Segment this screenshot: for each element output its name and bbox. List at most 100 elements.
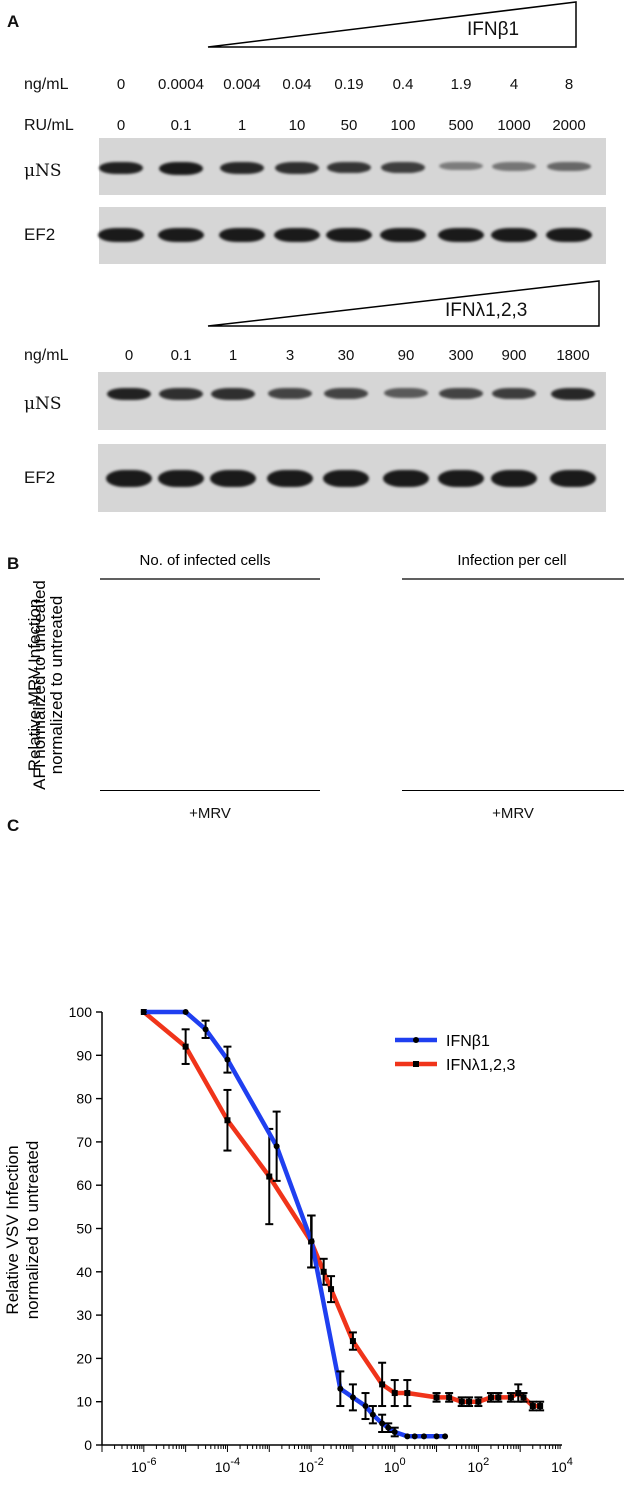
data-point [475,1398,482,1405]
bar-chart-title: Infection per cell [457,552,566,569]
data-point [458,1398,465,1405]
x-tick-label: 100 [384,1456,406,1475]
blot-band [326,228,372,242]
data-point [442,1433,449,1440]
bar-chart-title: No. of infected cells [140,552,271,569]
data-point [507,1394,514,1401]
bottom-ngml-label: ng/mL [24,347,69,364]
data-point [349,1394,356,1401]
y-tick-label: 90 [76,1047,92,1063]
blot-band [107,387,151,401]
dose-value: 900 [501,347,527,364]
dose-value: 0 [116,76,126,93]
blot-band [546,228,592,242]
data-point [515,1390,522,1397]
panel-c-dose-response-chart: 0 10 20 30 40 50 60 70 80 90 100 10-6 10-4 10-2 100 102… [3,1004,573,1475]
data-point [349,1338,356,1345]
data-point [391,1429,398,1436]
dose-value: 0 [124,347,134,364]
data-point [529,1403,536,1410]
blot-band [439,387,483,399]
blot-band [211,387,255,400]
y-tick-label: 60 [76,1177,92,1193]
data-point [495,1394,502,1401]
y-axis-label: normalized to untreated [47,596,66,775]
data-point [537,1403,544,1410]
blot-band [220,161,264,174]
data-point [379,1420,386,1427]
x-tick-label: 10-4 [215,1456,240,1475]
dose-value: 0 [116,117,126,134]
data-point [433,1433,440,1440]
dose-value: 1 [228,347,238,364]
blot-band [491,228,537,242]
data-point [182,1043,189,1050]
dose-value: 0.0004 [158,76,204,93]
blot-band [267,469,313,487]
y-axis-label: normalized to untreated [23,1141,42,1320]
blot-band [158,228,204,242]
data-point [337,1385,344,1392]
blot-band [383,469,429,487]
y-tick-label: 10 [76,1394,92,1410]
y-tick-label: 100 [69,1004,93,1020]
blot-band [384,387,428,398]
blot-band [158,469,204,487]
ifnb1-wedge-label: IFNβ1 [467,19,520,40]
data-point [202,1026,209,1033]
blot-band [159,387,203,400]
data-point [369,1411,376,1418]
x-tick-label: 10-2 [298,1456,323,1475]
y-axis-label: Relative VSV Infection [3,1145,22,1314]
dose-value: 2000 [552,117,586,134]
y-tick-label: 80 [76,1091,92,1107]
data-point [420,1433,427,1440]
data-point [224,1056,231,1063]
blot-band [381,161,425,174]
ifnl-wedge-label: IFNλ1,2,3 [445,300,528,321]
data-point [391,1390,398,1397]
data-point [411,1433,418,1440]
data-point [320,1268,327,1275]
data-point [362,1403,369,1410]
legend-label: IFNλ1,2,3 [446,1057,515,1074]
dose-value: 0.04 [282,76,312,93]
y-tick-label: 30 [76,1307,92,1323]
blot-band [439,161,483,171]
blot-band [492,161,536,171]
y-axis-label: Relative MRV Infection [25,599,44,772]
data-point [224,1117,231,1124]
ifnb1-dose-wedge [207,1,577,48]
y-tick-label: 50 [76,1221,92,1237]
y-tick-label: 40 [76,1264,92,1280]
y-tick-label: 20 [76,1350,92,1366]
x-tick-label: 102 [468,1456,490,1475]
dose-value: 1000 [497,117,531,134]
data-point [140,1009,147,1015]
dose-value: 0.1 [170,117,192,134]
blot-band [219,228,265,242]
y-tick-label: 0 [84,1437,92,1453]
dose-value: 50 [340,117,358,134]
dose-value: 4 [509,76,519,93]
top-ef2-blot [98,207,606,264]
blot-band [491,469,537,487]
blot-band [323,469,369,487]
data-point [520,1394,527,1401]
panel-b-right-footer: +MRV [402,790,624,822]
data-point [487,1394,494,1401]
data-point [385,1424,392,1431]
dose-value: 300 [448,347,474,364]
dose-value: 30 [337,347,355,364]
blot-band [98,228,144,242]
dose-value: 8 [564,76,574,93]
dose-value: 1800 [556,347,590,364]
blot-band [99,161,143,175]
data-point [266,1173,273,1180]
top-ngml-label: ng/mL [24,76,69,93]
top-mu-ns-label: μNS [24,161,62,181]
bottom-mu-ns-blot [98,372,606,430]
data-point [328,1286,335,1293]
blot-band [210,469,256,487]
blot-band [547,161,591,172]
